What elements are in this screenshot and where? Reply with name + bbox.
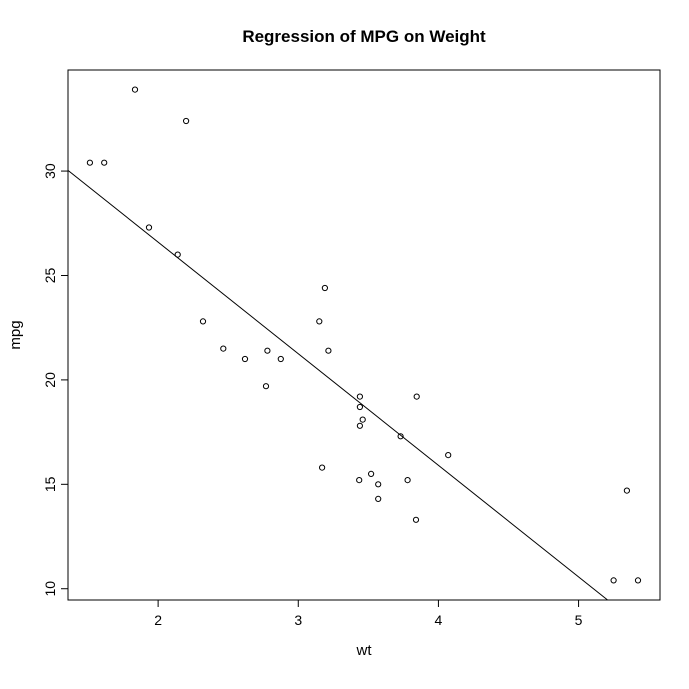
data-point	[131, 86, 139, 93]
data-point	[610, 577, 617, 584]
data-point	[241, 355, 249, 363]
x-tick-label: 3	[294, 612, 302, 628]
data-point	[634, 577, 642, 584]
data-point	[145, 224, 153, 231]
y-tick-label: 20	[42, 372, 58, 388]
regression-line	[67, 170, 608, 601]
data-point	[356, 422, 363, 429]
data-point	[319, 464, 326, 471]
data-point	[445, 452, 452, 459]
data-point	[86, 159, 94, 166]
data-points	[86, 86, 642, 584]
data-point	[220, 345, 227, 352]
data-point	[316, 318, 323, 325]
y-tick-label: 30	[42, 163, 58, 179]
y-axis-label: mpg	[7, 320, 24, 349]
data-point	[356, 403, 363, 411]
data-point	[325, 347, 332, 354]
data-point	[101, 159, 108, 166]
data-point	[413, 393, 420, 400]
y-tick-label: 15	[42, 476, 58, 492]
x-axis: 2 3 4 5	[154, 600, 583, 628]
data-point	[623, 487, 631, 494]
data-point	[174, 251, 181, 258]
x-tick-label: 2	[154, 612, 162, 628]
data-point	[404, 477, 411, 484]
x-tick-label: 5	[575, 612, 583, 628]
data-point	[183, 117, 190, 125]
y-tick-label: 25	[42, 267, 58, 283]
data-point	[368, 470, 375, 477]
data-point	[375, 481, 382, 488]
y-tick-label: 10	[42, 581, 58, 597]
data-point	[264, 347, 271, 354]
x-axis-label: wt	[356, 642, 373, 659]
data-point	[397, 433, 404, 440]
plot-area	[67, 69, 661, 601]
y-axis: 10 15 20 25 30	[42, 163, 68, 597]
data-point	[262, 383, 270, 390]
chart-title: Regression of MPG on Weight	[242, 27, 486, 46]
data-point	[277, 355, 284, 363]
data-point	[356, 477, 363, 484]
data-point	[359, 416, 366, 423]
data-point	[412, 516, 420, 523]
data-point	[375, 495, 382, 502]
data-point	[321, 284, 328, 292]
x-tick-label: 4	[435, 612, 443, 628]
data-point	[199, 318, 207, 325]
data-point	[356, 393, 363, 400]
